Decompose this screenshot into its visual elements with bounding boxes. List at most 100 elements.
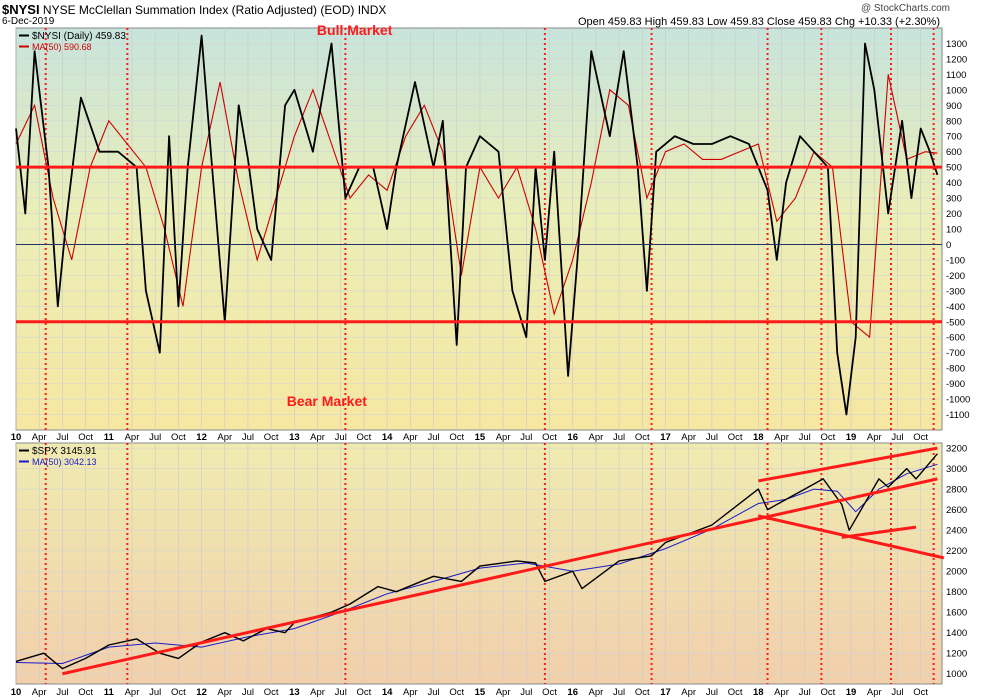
nysi-y-tick-label: 0 <box>946 240 951 251</box>
x-tick-label: Apr <box>217 687 232 698</box>
x-tick-label: Jul <box>242 432 254 443</box>
x-tick-label: 10 <box>11 432 22 443</box>
exchange: INDX <box>357 3 387 17</box>
spx-trendline-1 <box>62 477 938 676</box>
x-tick-label: Oct <box>728 432 743 443</box>
x-tick-label: Oct <box>449 432 464 443</box>
nysi-y-tick-label: -900 <box>946 379 965 390</box>
spx-legend-text: MA(50) 3042.13 <box>32 457 97 467</box>
chart-date: 6-Dec-2019 <box>2 16 55 27</box>
x-tick-label: Jul <box>149 432 161 443</box>
x-tick-label: Jul <box>891 687 903 698</box>
spx-y-tick-label: 1000 <box>946 669 967 680</box>
x-tick-label: Oct <box>542 432 557 443</box>
bear-market-label: Bear Market <box>287 393 367 409</box>
x-tick-label: 18 <box>753 432 764 443</box>
credit-text: @ StockCharts.com <box>860 3 950 14</box>
x-tick-label: Oct <box>171 687 186 698</box>
x-tick-label: Jul <box>799 432 811 443</box>
index-name: NYSE McClellan Summation Index (Ratio Ad… <box>42 3 355 17</box>
x-tick-label: Oct <box>635 432 650 443</box>
x-tick-label: Jul <box>891 432 903 443</box>
x-tick-label: Apr <box>681 687 696 698</box>
spx-y-tick-label: 2200 <box>946 546 967 557</box>
spx-y-tick-label: 2800 <box>946 485 967 496</box>
x-tick-label: Oct <box>913 687 928 698</box>
bull-market-label: Bull Market <box>317 22 393 38</box>
spx-y-tick-label: 1800 <box>946 587 967 598</box>
x-tick-label: Apr <box>32 432 47 443</box>
x-tick-label: Jul <box>799 687 811 698</box>
nysi-y-tick-label: 600 <box>946 147 962 158</box>
nysi-y-tick-label: -200 <box>946 271 965 282</box>
x-tick-label: Apr <box>125 687 140 698</box>
spx-y-tick-label: 3200 <box>946 444 967 455</box>
x-tick-label: Oct <box>357 432 372 443</box>
x-tick-label: 15 <box>475 432 486 443</box>
spx-y-tick-label: 2000 <box>946 567 967 578</box>
nysi-y-tick-label: 1300 <box>946 39 967 50</box>
x-tick-label: 19 <box>846 432 857 443</box>
x-tick-label: Apr <box>403 432 418 443</box>
x-tick-label: Apr <box>774 432 789 443</box>
x-tick-label: Jul <box>242 687 254 698</box>
x-tick-label: Apr <box>496 687 511 698</box>
nysi-line <box>15 34 939 416</box>
x-tick-label: Jul <box>613 432 625 443</box>
spx-y-tick-label: 1200 <box>946 649 967 660</box>
x-tick-label: Apr <box>774 687 789 698</box>
x-tick-label: Apr <box>681 432 696 443</box>
x-tick-label: Oct <box>728 687 743 698</box>
x-tick-label: Jul <box>427 687 439 698</box>
x-tick-label: Jul <box>706 432 718 443</box>
nysi-y-tick-label: -400 <box>946 302 965 313</box>
nysi-y-tick-label: 300 <box>946 194 962 205</box>
x-tick-label: 16 <box>567 432 578 443</box>
x-tick-label: 16 <box>567 687 578 698</box>
x-tick-label: 13 <box>289 687 300 698</box>
x-tick-label: 18 <box>753 687 764 698</box>
x-tick-label: Jul <box>149 687 161 698</box>
x-tick-label: Apr <box>867 687 882 698</box>
x-tick-label: Apr <box>589 687 604 698</box>
spx-legend-text: $SPX 3145.91 <box>32 446 97 457</box>
nysi-y-tick-label: -1000 <box>946 395 970 406</box>
nysi-legend-text: $NYSI (Daily) 459.83 <box>32 31 126 42</box>
x-tick-label: Apr <box>310 687 325 698</box>
x-tick-label: Jul <box>613 687 625 698</box>
x-tick-label: Apr <box>589 432 604 443</box>
ohlc-readout: Open 459.83 High 459.83 Low 459.83 Close… <box>577 16 940 28</box>
x-tick-label: Oct <box>171 432 186 443</box>
x-tick-label: Oct <box>78 687 93 698</box>
x-tick-label: Oct <box>542 687 557 698</box>
nysi-y-tick-label: -500 <box>946 317 965 328</box>
nysi-y-tick-label: 500 <box>946 163 962 174</box>
nysi-y-tick-label: 100 <box>946 225 962 236</box>
spx-line <box>15 453 938 670</box>
nysi-y-tick-label: -300 <box>946 286 965 297</box>
symbol: $NYSI <box>2 2 40 17</box>
x-tick-label: 11 <box>104 432 115 443</box>
spx-y-tick-label: 3000 <box>946 464 967 475</box>
spx-panel-bg <box>15 442 943 685</box>
x-tick-label: Jul <box>56 432 68 443</box>
x-tick-label: Apr <box>496 432 511 443</box>
x-tick-label: Jul <box>427 432 439 443</box>
x-tick-label: Apr <box>403 687 418 698</box>
nysi-y-tick-label: 800 <box>946 116 962 127</box>
x-tick-label: 13 <box>289 432 300 443</box>
x-tick-label: Jul <box>56 687 68 698</box>
x-tick-label: Apr <box>310 432 325 443</box>
x-tick-label: Oct <box>78 432 93 443</box>
x-tick-label: Oct <box>820 687 835 698</box>
x-tick-label: Apr <box>867 432 882 443</box>
nysi-y-tick-label: 400 <box>946 178 962 189</box>
x-tick-label: Jul <box>520 687 532 698</box>
x-tick-label: Apr <box>217 432 232 443</box>
chart-header: $NYSI NYSE McClellan Summation Index (Ra… <box>2 2 386 17</box>
x-tick-label: 14 <box>382 687 393 698</box>
nysi-y-tick-label: -1100 <box>946 410 970 421</box>
spx-y-tick-label: 2400 <box>946 526 967 537</box>
x-tick-label: 11 <box>104 687 115 698</box>
